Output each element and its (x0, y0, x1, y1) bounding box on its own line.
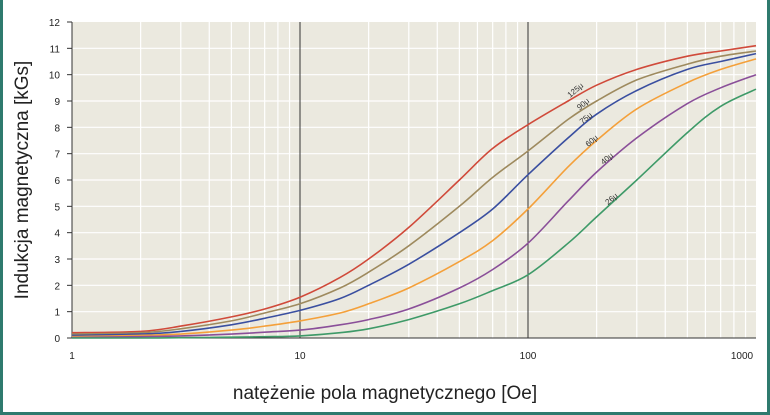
x-tick-labels: 1 10 100 1000 (69, 351, 753, 362)
y-tick-label: 11 (50, 44, 61, 55)
x-tick-label: 1 (69, 351, 75, 362)
y-tick-label: 7 (54, 150, 60, 161)
y-axis-label: Indukcja magnetyczna [kGs] (12, 60, 33, 300)
y-tick-label: 2 (54, 281, 60, 292)
series-lines (71, 44, 757, 339)
x-tick-label: 100 (520, 351, 537, 362)
y-tick-label: 0 (54, 334, 60, 345)
x-axis-label: natężenie pola magnetycznego [Oe] (232, 383, 538, 404)
series-line-4 (71, 73, 757, 339)
series-line-1 (71, 50, 757, 335)
y-tick-label: 3 (54, 255, 60, 266)
y-tick-label: 4 (54, 229, 60, 240)
y-tick-label: 1 (54, 308, 60, 319)
series-line-2 (71, 52, 757, 337)
x-tick-label: 10 (294, 351, 306, 362)
y-tick-label: 6 (54, 176, 60, 187)
minor-gridlines (72, 22, 756, 338)
series-line-3 (71, 58, 757, 338)
x-tick-label: 1000 (731, 351, 754, 362)
y-tick-label: 8 (54, 123, 60, 134)
y-tick-label: 9 (54, 97, 60, 108)
y-tick-label: 5 (54, 202, 60, 213)
y-axis-label-container: Indukcja magnetyczna [kGs] (8, 20, 38, 340)
y-tick-label: 10 (49, 71, 61, 82)
y-tick-label: 12 (49, 18, 61, 29)
series-line-0 (71, 44, 757, 334)
series-line-5 (71, 88, 757, 339)
